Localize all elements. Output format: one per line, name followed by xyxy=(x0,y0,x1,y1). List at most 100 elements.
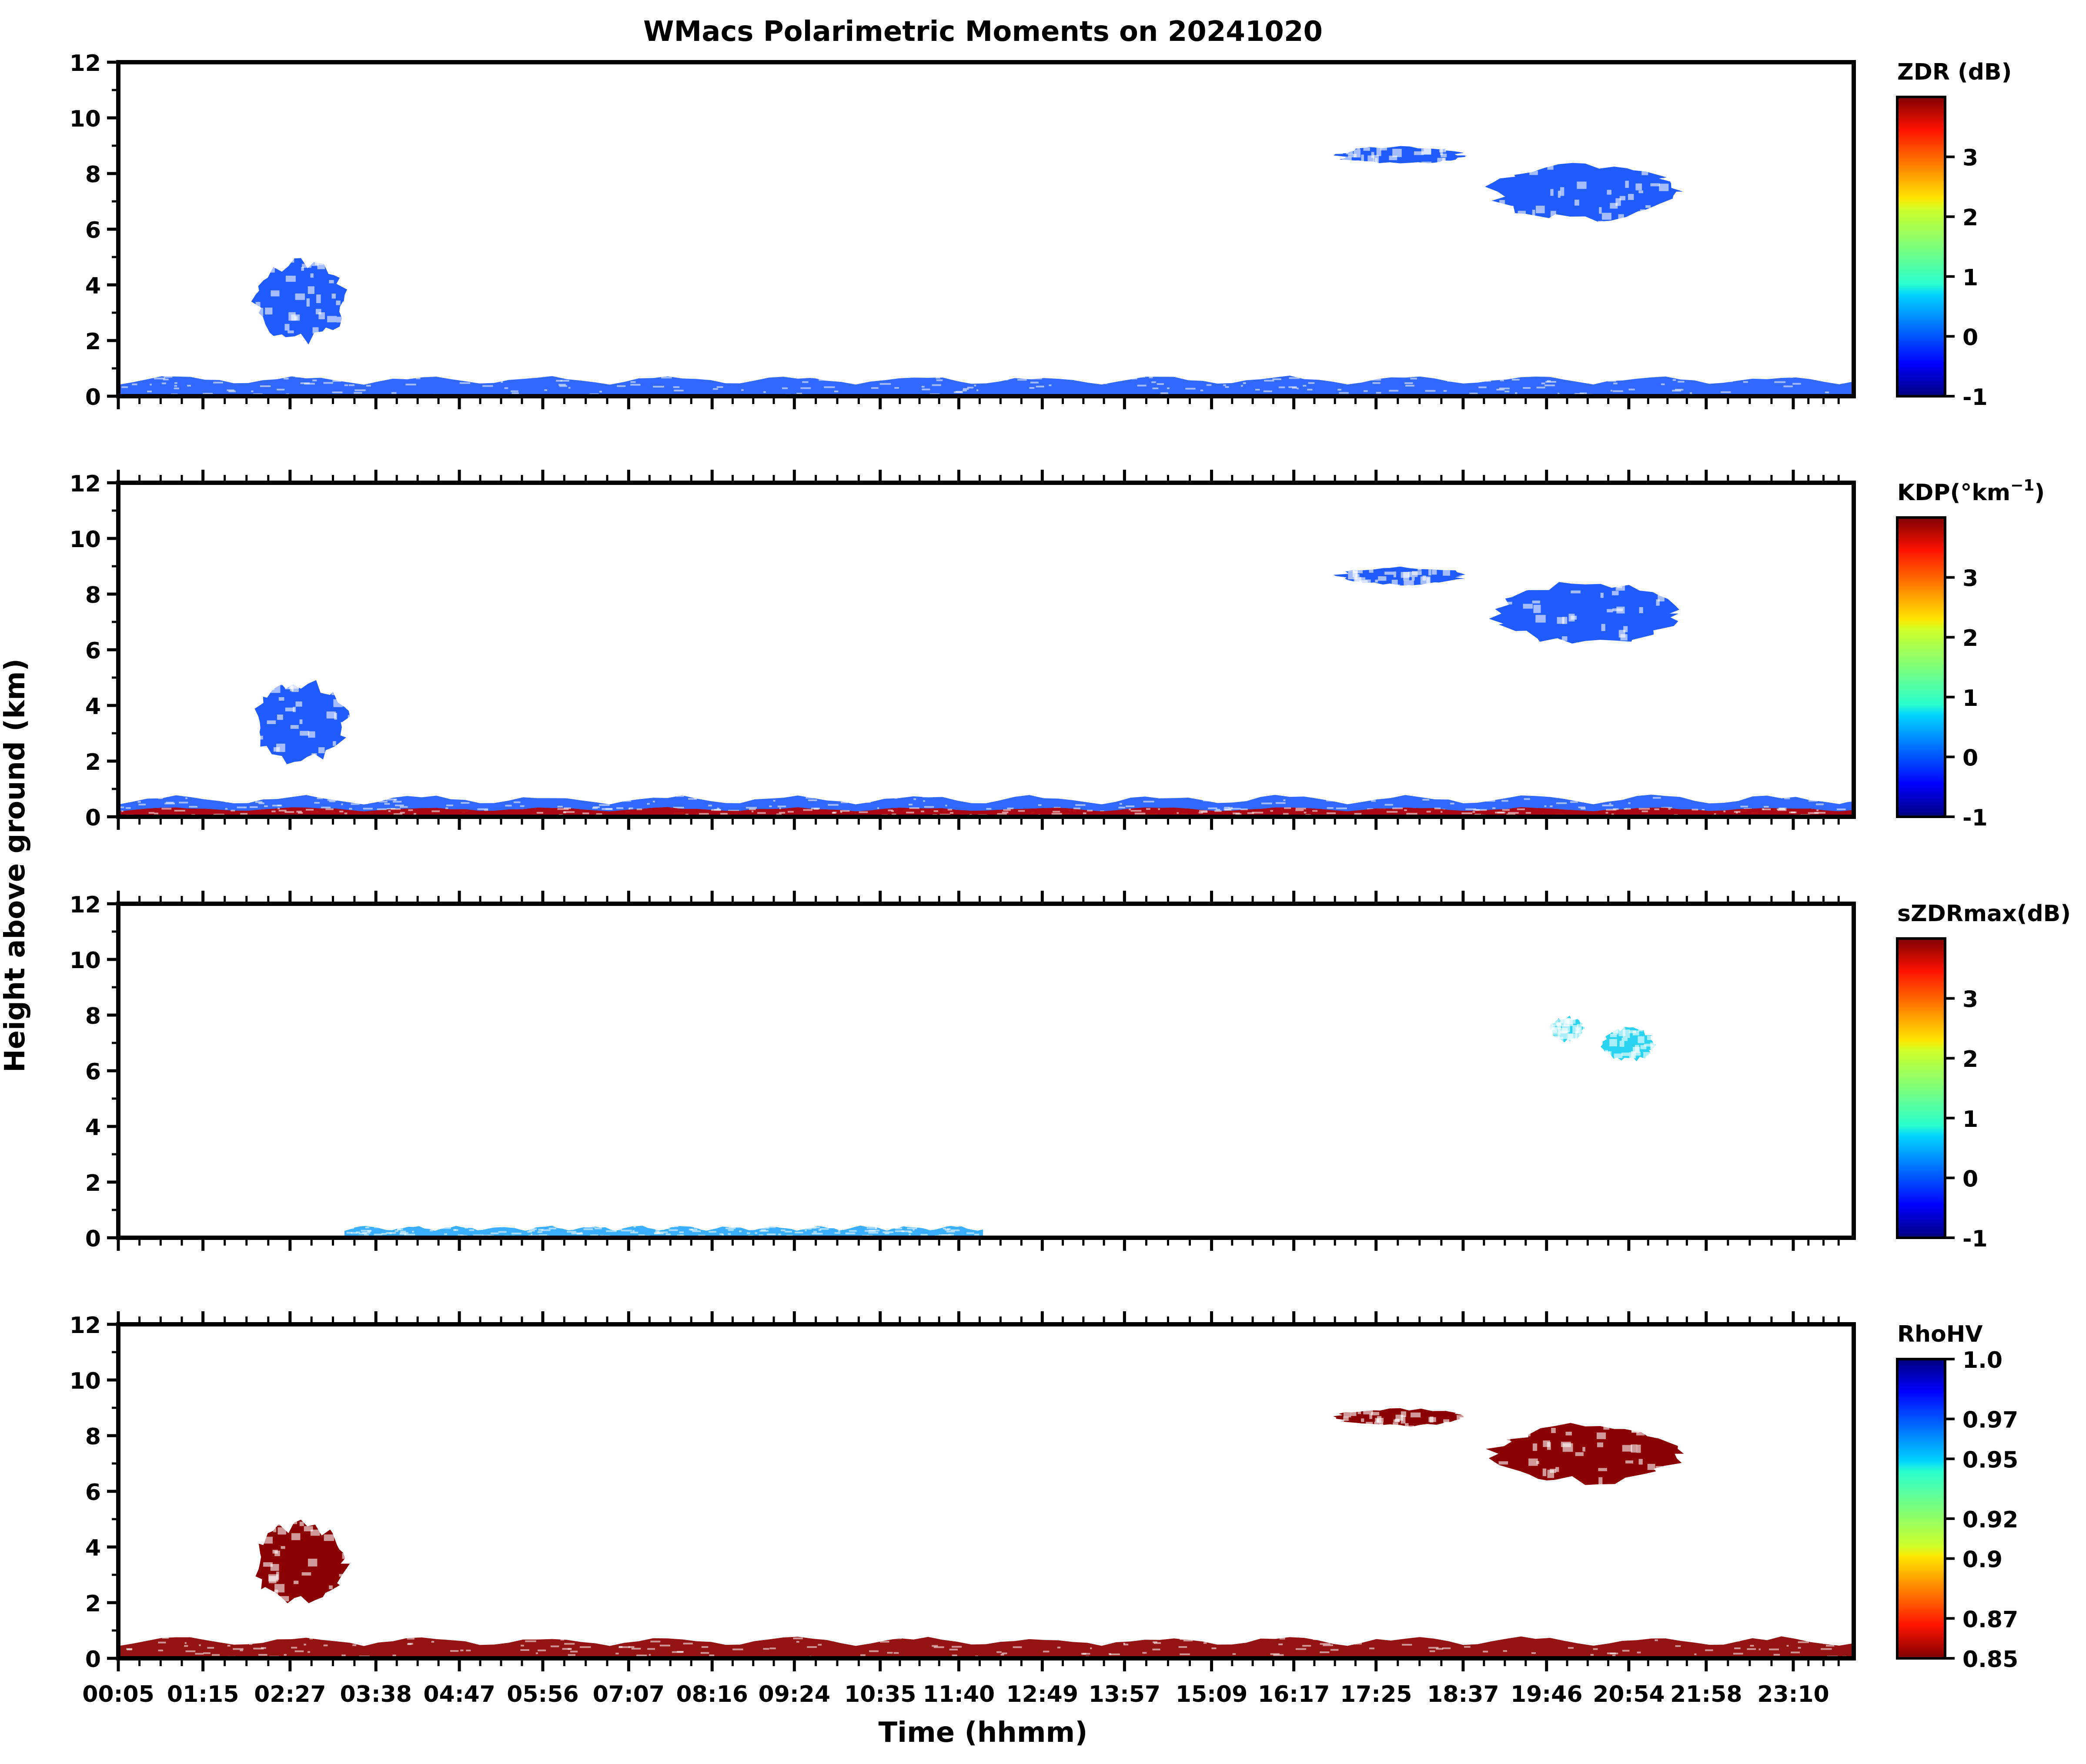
y-tick-label: 6 xyxy=(85,638,101,664)
echo-speckle xyxy=(1369,1414,1372,1419)
echo-speckle xyxy=(1466,568,1476,575)
echo-speckle xyxy=(1468,583,1477,590)
echo-speckle xyxy=(1157,383,1164,385)
echo-speckle xyxy=(1844,800,1853,802)
echo-speckle xyxy=(164,376,173,378)
echo-speckle xyxy=(805,1229,807,1232)
echo-speckle xyxy=(470,1226,473,1228)
echo-speckle xyxy=(599,391,602,393)
echo-speckle xyxy=(538,1649,546,1651)
echo-speckle xyxy=(1264,380,1274,382)
echo-speckle xyxy=(309,1637,313,1640)
x-tick-label: 16:17 xyxy=(1258,1681,1330,1707)
plot-frame xyxy=(116,481,1856,819)
echo-speckle xyxy=(618,1646,623,1648)
echo-speckle xyxy=(713,388,719,390)
echo-speckle xyxy=(472,1226,474,1229)
echo-speckle xyxy=(1625,1460,1633,1463)
echo-speckle xyxy=(306,808,314,811)
echo-speckle xyxy=(265,307,273,315)
echo-speckle xyxy=(345,1639,350,1641)
echo-speckle xyxy=(728,1229,734,1231)
echo-speckle xyxy=(1615,583,1625,591)
echo-speckle xyxy=(1808,800,1818,802)
echo-speckle xyxy=(1036,385,1044,388)
colorbar-tick-label: 2 xyxy=(1962,625,1978,651)
echo-speckle xyxy=(921,386,925,388)
echo-speckle xyxy=(1798,1647,1801,1649)
echo-speckle xyxy=(349,384,355,386)
echo-speckle xyxy=(1558,1028,1568,1033)
echo-speckle xyxy=(1544,220,1552,225)
echo-speckle xyxy=(1583,1025,1588,1030)
echo-speckle xyxy=(389,1232,392,1234)
echo-speckle xyxy=(1308,382,1315,384)
echo-speckle xyxy=(203,393,213,395)
echo-speckle xyxy=(1049,384,1052,386)
echo-speckle xyxy=(150,384,152,386)
echo-speckle xyxy=(1160,392,1168,394)
echo-speckle xyxy=(1105,382,1107,384)
echo-speckle xyxy=(1475,809,1487,811)
echo-speckle xyxy=(1343,1417,1349,1421)
echo-speckle xyxy=(1619,1040,1625,1047)
echo-speckle xyxy=(725,1642,727,1644)
echo-speckle xyxy=(408,1643,413,1645)
y-tick-label: 4 xyxy=(85,694,101,720)
echo-speckle xyxy=(1544,384,1555,387)
echo-speckle xyxy=(1575,393,1584,395)
echo-speckle xyxy=(184,1642,187,1644)
echo-speckle xyxy=(329,800,336,802)
echo-speckle xyxy=(345,336,351,342)
echo-speckle xyxy=(985,381,987,383)
colorbar-gradient xyxy=(1896,937,1946,1239)
echo-speckle xyxy=(747,1232,750,1234)
echo-speckle xyxy=(266,377,275,379)
echo-speckle xyxy=(1428,1647,1439,1649)
echo-speckle xyxy=(630,381,636,383)
echo-speckle xyxy=(289,1637,295,1639)
echo-speckle xyxy=(819,379,830,381)
echo-speckle xyxy=(1376,1419,1379,1422)
echo-speckle xyxy=(1747,1648,1756,1650)
echo-speckle xyxy=(1367,155,1374,162)
echo-speckle xyxy=(1203,799,1209,802)
echo-speckle xyxy=(1372,382,1381,384)
echo-speckle xyxy=(1499,200,1505,204)
echo-speckle xyxy=(923,800,925,802)
echo-speckle xyxy=(1228,807,1233,809)
echo-speckle xyxy=(564,1643,575,1645)
echo-speckle xyxy=(203,1652,211,1654)
echo-speckle xyxy=(1152,1648,1160,1650)
echo-speckle xyxy=(1612,591,1619,595)
echo-speckle xyxy=(1437,162,1444,170)
echo-speckle xyxy=(1819,1640,1822,1642)
echo-speckle xyxy=(1559,1017,1564,1023)
x-tick-label: 09:24 xyxy=(759,1681,831,1707)
echo-speckle xyxy=(1728,380,1733,382)
echo-speckle xyxy=(1614,1053,1623,1058)
echo-speckle xyxy=(453,1229,456,1231)
echo-speckle xyxy=(845,1232,856,1234)
echo-speckle xyxy=(967,387,974,389)
echo-speckle xyxy=(1070,1637,1080,1638)
echo-speckle xyxy=(1628,802,1631,804)
echo-speckle xyxy=(952,1654,957,1657)
echo-speckle xyxy=(1225,386,1229,388)
echo-speckle xyxy=(1134,812,1146,815)
y-tick-label: 10 xyxy=(70,1368,101,1394)
echo-speckle xyxy=(1532,1443,1538,1451)
echo-speckle xyxy=(513,801,521,803)
echo-speckle xyxy=(1128,376,1133,378)
echo-speckle xyxy=(1550,210,1556,220)
echo-speckle xyxy=(1030,378,1034,380)
echo-speckle xyxy=(1118,806,1125,808)
echo-speckle xyxy=(832,812,836,814)
echo-speckle xyxy=(1652,1052,1658,1060)
echo-speckle xyxy=(1504,391,1510,393)
echo-speckle xyxy=(1551,1428,1556,1433)
echo-speckle xyxy=(1535,205,1545,214)
echo-speckle xyxy=(1825,391,1829,394)
echo-speckle xyxy=(1631,1426,1642,1433)
echo-speckle xyxy=(701,1226,707,1228)
